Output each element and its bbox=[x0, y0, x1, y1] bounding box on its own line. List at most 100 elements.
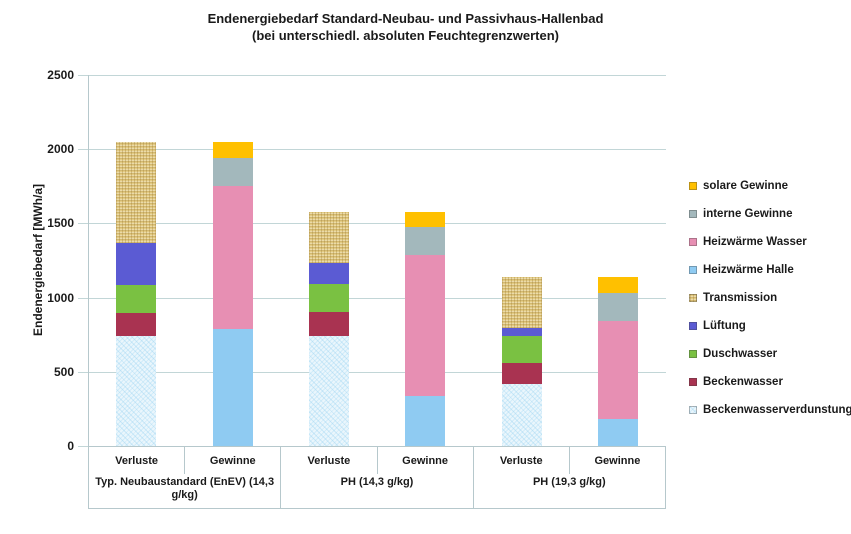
bar-segment bbox=[116, 313, 157, 337]
bar-segment bbox=[405, 212, 446, 228]
bar-segment bbox=[308, 336, 349, 446]
legend-label: interne Gewinne bbox=[703, 207, 793, 220]
legend-item: Duschwasser bbox=[689, 346, 851, 361]
bar-segment bbox=[597, 293, 638, 322]
x-axis-bar-label: Verluste bbox=[89, 447, 186, 474]
bar-verluste bbox=[308, 212, 349, 446]
chart-title: Endenergiebedarf Standard-Neubau- und Pa… bbox=[0, 10, 811, 44]
legend-swatch bbox=[689, 377, 697, 386]
legend-swatch bbox=[689, 349, 697, 358]
gridline bbox=[88, 149, 666, 151]
x-axis-group-label: Typ. Neubaustandard (EnEV) (14,3 g/kg) bbox=[95, 476, 275, 501]
bar-segment bbox=[597, 419, 638, 446]
legend-item: Transmission bbox=[689, 290, 851, 305]
legend-item: Heizwärme Halle bbox=[689, 262, 851, 277]
bar-segment bbox=[308, 312, 349, 337]
legend-label: Beckenwasser bbox=[703, 375, 783, 388]
legend-item: Lüftung bbox=[689, 318, 851, 333]
y-tick bbox=[78, 75, 88, 76]
legend-item: Heizwärme Wasser bbox=[689, 234, 851, 249]
legend: solare Gewinne interne Gewinne Heizwärme W… bbox=[689, 178, 851, 417]
y-tick bbox=[78, 223, 88, 225]
bar-segment bbox=[212, 141, 253, 159]
y-tick-label: 500 bbox=[53, 364, 74, 379]
legend-swatch bbox=[689, 209, 697, 218]
x-axis-bar-row: Verluste Gewinne bbox=[89, 447, 280, 474]
legend-swatch bbox=[689, 405, 697, 414]
bar-segment bbox=[405, 255, 446, 396]
gridline bbox=[88, 297, 666, 299]
bar-segment bbox=[212, 328, 253, 446]
y-tick bbox=[78, 371, 88, 373]
x-axis-table: Verluste Gewinne Typ. Neubaustandard (EnEV… bbox=[88, 446, 666, 509]
bar-segment bbox=[308, 212, 349, 264]
bar-verluste bbox=[501, 276, 542, 446]
chart-title-line1: Endenergiebedarf Standard-Neubau- und Pa… bbox=[207, 11, 604, 26]
gridline bbox=[88, 371, 666, 373]
y-tick-label: 1000 bbox=[47, 290, 74, 305]
legend-label: Transmission bbox=[703, 291, 778, 304]
y-axis-line bbox=[88, 75, 89, 508]
legend-label: Heizwärme Wasser bbox=[703, 235, 807, 248]
x-axis-bar-label: Gewinne bbox=[594, 454, 641, 467]
bar-segment bbox=[501, 383, 542, 446]
y-tick-label: 2500 bbox=[47, 68, 74, 82]
legend-swatch bbox=[689, 265, 697, 274]
bar-segment bbox=[116, 141, 157, 243]
bar-segment bbox=[308, 283, 349, 313]
bar-segment bbox=[501, 362, 542, 384]
bar-segment bbox=[405, 227, 446, 256]
legend-item: Beckenwasser bbox=[689, 374, 851, 389]
legend-item: interne Gewinne bbox=[689, 206, 851, 221]
bar-segment bbox=[116, 336, 157, 446]
bar-segment bbox=[212, 158, 253, 187]
legend-swatch bbox=[689, 237, 697, 246]
bar-gewinne bbox=[597, 276, 638, 446]
plot-area bbox=[88, 75, 666, 446]
legend-label: solare Gewinne bbox=[703, 179, 789, 192]
y-tick bbox=[78, 149, 88, 151]
x-axis-bar-row: Verluste Gewinne bbox=[474, 447, 665, 474]
x-axis-group-label: PH (14,3 g/kg) bbox=[340, 476, 414, 488]
x-axis-group: Verluste Gewinne PH (19,3 g/kg) bbox=[474, 447, 666, 508]
bar-segment bbox=[597, 276, 638, 294]
y-tick bbox=[78, 446, 88, 447]
bar-segment bbox=[597, 321, 638, 420]
legend-swatch bbox=[689, 321, 697, 330]
y-tick-label: 0 bbox=[67, 439, 74, 453]
gridline bbox=[88, 223, 666, 225]
chart-title-line2: (bei unterschiedl. absoluten Feuchtegren… bbox=[252, 28, 559, 43]
bar-segment bbox=[501, 328, 542, 337]
x-axis-bar-label: Verluste bbox=[281, 447, 378, 474]
legend-label: Heizwärme Halle bbox=[703, 263, 794, 276]
bar-segment bbox=[501, 336, 542, 363]
legend-swatch bbox=[689, 181, 697, 190]
x-axis-bar-label: Gewinne bbox=[402, 454, 448, 467]
bar-gewinne bbox=[405, 212, 446, 446]
bar-segment bbox=[501, 276, 542, 329]
bar-segment bbox=[116, 242, 157, 285]
legend-label: Duschwasser bbox=[703, 347, 778, 360]
y-tick bbox=[78, 297, 88, 299]
bar-verluste bbox=[116, 141, 157, 446]
bar-segment bbox=[212, 186, 253, 329]
legend-label: Lüftung bbox=[703, 319, 746, 332]
y-axis-title: Endenergiebedarf [MWh/a] bbox=[31, 183, 45, 337]
legend-swatch bbox=[689, 293, 697, 302]
y-tick-label: 2000 bbox=[47, 142, 74, 157]
bar-segment bbox=[116, 285, 157, 314]
x-axis-bar-label: Gewinne bbox=[209, 454, 256, 467]
x-axis-bar-label: Verluste bbox=[474, 447, 570, 474]
x-axis-bar-row: Verluste Gewinne bbox=[281, 447, 472, 474]
gridline bbox=[88, 75, 666, 76]
y-tick-label: 1500 bbox=[47, 216, 74, 231]
legend-item: solare Gewinne bbox=[689, 178, 851, 193]
legend-item: Beckenwasserverdunstung bbox=[689, 402, 851, 417]
x-axis-group: Verluste Gewinne PH (14,3 g/kg) bbox=[281, 447, 474, 508]
bar-segment bbox=[405, 395, 446, 446]
bar-gewinne bbox=[212, 141, 253, 446]
legend-label: Beckenwasserverdunstung bbox=[703, 403, 851, 416]
x-axis-group-label: PH (19,3 g/kg) bbox=[532, 476, 606, 488]
x-axis-group: Verluste Gewinne Typ. Neubaustandard (EnEV… bbox=[89, 447, 282, 508]
